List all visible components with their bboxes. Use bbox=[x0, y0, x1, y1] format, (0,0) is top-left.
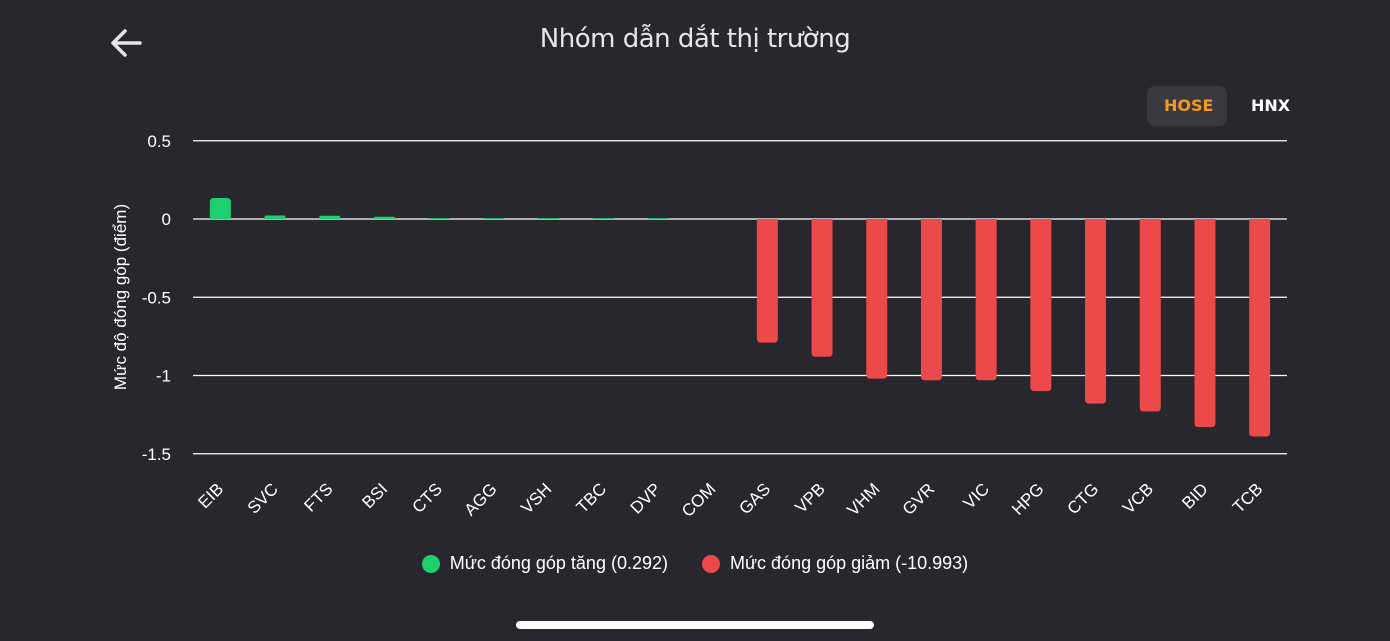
bar-vcb[interactable] bbox=[1139, 219, 1161, 412]
x-tick-label: BID bbox=[1178, 479, 1211, 512]
x-tick-label: EIB bbox=[194, 479, 227, 512]
x-tick-label: SVC bbox=[244, 479, 282, 517]
home-indicator[interactable] bbox=[516, 621, 874, 629]
bar-vhm[interactable] bbox=[866, 219, 888, 379]
tab-hose[interactable]: HOSE bbox=[1147, 86, 1227, 126]
red-dot-icon bbox=[702, 554, 720, 573]
bar-ctg[interactable] bbox=[1085, 219, 1107, 404]
bars bbox=[209, 198, 1271, 437]
legend-negative-label: Mức đóng góp giảm (-10.993) bbox=[730, 553, 969, 573]
x-axis-ticks: EIB SVC FTS BSI CTS AGG VSH TBC DVP COM GAS VPB VHM G… bbox=[194, 479, 1266, 520]
bar-vic[interactable] bbox=[975, 219, 997, 381]
x-tick-label: COM bbox=[678, 479, 719, 520]
back-button[interactable] bbox=[108, 24, 146, 62]
chart-legend: Mức đóng góp tăng (0.292) Mức đóng góp g… bbox=[0, 553, 1390, 574]
x-tick-label: CTS bbox=[409, 479, 446, 516]
bar-tcb[interactable] bbox=[1249, 219, 1271, 437]
y-tick-label: -1 bbox=[156, 367, 171, 386]
bar-vpb[interactable] bbox=[811, 219, 833, 357]
legend-item-negative[interactable]: Mức đóng góp giảm (-10.993) bbox=[702, 553, 968, 574]
tab-hnx[interactable]: HNX bbox=[1251, 96, 1291, 115]
legend-positive-label: Mức đóng góp tăng (0.292) bbox=[449, 553, 668, 573]
bar-fts[interactable] bbox=[319, 215, 341, 219]
bar-hpg[interactable] bbox=[1030, 219, 1052, 392]
x-tick-label: DVP bbox=[627, 479, 665, 517]
x-tick-label: CTG bbox=[1064, 479, 1103, 518]
y-tick-label: 0 bbox=[162, 210, 171, 229]
arrow-left-icon bbox=[111, 29, 142, 57]
x-tick-label: VHM bbox=[843, 479, 883, 519]
x-tick-label: VCB bbox=[1119, 479, 1157, 517]
y-axis-label: Mức độ đóng góp (điểm) bbox=[111, 204, 130, 390]
exchange-toggle: HOSE HNX bbox=[1147, 86, 1307, 126]
bar-gvr[interactable] bbox=[920, 219, 942, 381]
green-dot-icon bbox=[421, 554, 440, 573]
bar-eib[interactable] bbox=[209, 198, 231, 219]
bar-gas[interactable] bbox=[756, 219, 778, 343]
x-tick-label: GAS bbox=[735, 479, 774, 518]
y-tick-label: -0.5 bbox=[142, 288, 171, 307]
bar-cts[interactable] bbox=[428, 218, 450, 219]
bar-agg[interactable] bbox=[483, 218, 505, 219]
x-tick-label: VIC bbox=[960, 479, 993, 512]
x-tick-label: VSH bbox=[517, 479, 555, 517]
x-tick-label: BSI bbox=[358, 479, 391, 512]
x-tick-label: TCB bbox=[1229, 479, 1266, 516]
y-tick-label: 0.5 bbox=[147, 132, 171, 151]
y-tick-label: -1.5 bbox=[142, 445, 171, 464]
x-tick-label: AGG bbox=[461, 479, 501, 519]
page-title: Nhóm dẫn dắt thị trường bbox=[539, 24, 851, 54]
legend-item-positive[interactable]: Mức đóng góp tăng (0.292) bbox=[421, 553, 668, 574]
x-tick-label: TBC bbox=[573, 479, 610, 516]
bar-bsi[interactable] bbox=[373, 216, 395, 219]
bar-dvp[interactable] bbox=[647, 218, 669, 219]
contribution-bar-chart: 0.5 0 -0.5 -1 -1.5 Mức độ đóng góp (điểm) EI… bbox=[111, 132, 1287, 521]
bar-svc[interactable] bbox=[264, 215, 286, 219]
y-axis-ticks: 0.5 0 -0.5 -1 -1.5 bbox=[142, 132, 171, 464]
x-tick-label: VPB bbox=[791, 479, 828, 516]
x-tick-label: GVR bbox=[899, 479, 938, 518]
bar-tbc[interactable] bbox=[592, 218, 614, 219]
x-tick-label: HPG bbox=[1008, 479, 1047, 518]
bar-vsh[interactable] bbox=[538, 218, 560, 219]
bar-bid[interactable] bbox=[1194, 219, 1216, 428]
grid-lines bbox=[193, 140, 1287, 455]
x-tick-label: FTS bbox=[300, 479, 336, 515]
